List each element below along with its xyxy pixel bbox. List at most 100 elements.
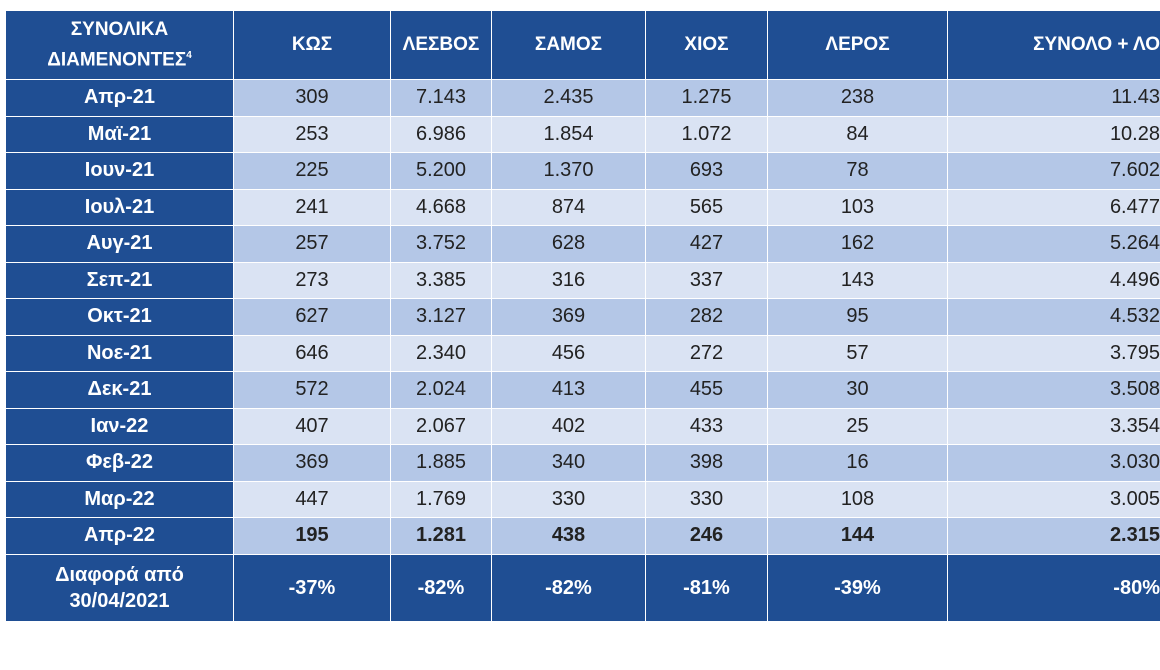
- row-label: Μαρ-22: [5, 480, 234, 518]
- table-body: Απρ-21 309 7.143 2.435 1.275 238 11.43 Μαϊ-21 25…: [5, 79, 1160, 555]
- data-cell: 5.264: [947, 225, 1160, 263]
- data-cell: 2.435: [491, 79, 646, 117]
- data-row: Νοε-21 646 2.340 456 272 57 3.795: [5, 334, 1160, 372]
- footer-cell: -80%: [947, 553, 1160, 622]
- data-row: Ιαν-22 407 2.067 402 433 25 3.354: [5, 407, 1160, 445]
- data-cell: 3.005: [947, 480, 1160, 518]
- header-row: ΣΥΝΟΛΙΚΑ ΔΙΑΜΕΝΟΝΤΕΣ4 ΚΩΣ ΛΕΣΒΟΣ ΣΑΜΟΣ ΧΙΟΣ Λ…: [5, 10, 1160, 80]
- data-cell: 572: [233, 371, 391, 409]
- data-cell: 6.477: [947, 188, 1160, 226]
- data-row: Μαρ-22 447 1.769 330 330 108 3.005: [5, 480, 1160, 518]
- data-cell: 3.127: [390, 298, 492, 336]
- table-footer: Διαφορά από 30/04/2021 -37% -82% -82% -81% -3…: [5, 553, 1160, 622]
- data-cell: 693: [645, 152, 768, 190]
- data-row: Σεπ-21 273 3.385 316 337 143 4.496: [5, 261, 1160, 299]
- data-cell: 1.885: [390, 444, 492, 482]
- footer-row: Διαφορά από 30/04/2021 -37% -82% -82% -81% -3…: [5, 553, 1160, 622]
- data-cell: 3.795: [947, 334, 1160, 372]
- data-row: Ιουν-21 225 5.200 1.370 693 78 7.602: [5, 152, 1160, 190]
- table: ΣΥΝΟΛΙΚΑ ΔΙΑΜΕΝΟΝΤΕΣ4 ΚΩΣ ΛΕΣΒΟΣ ΣΑΜΟΣ ΧΙΟΣ Λ…: [5, 10, 1160, 622]
- header-text: ΧΙΟΣ: [684, 34, 729, 55]
- row-label: Απρ-21: [5, 79, 234, 117]
- data-cell: 398: [645, 444, 768, 482]
- data-cell: 1.370: [491, 152, 646, 190]
- data-cell: 433: [645, 407, 768, 445]
- data-cell: 337: [645, 261, 768, 299]
- data-cell: 330: [645, 480, 768, 518]
- data-cell: 1.072: [645, 115, 768, 153]
- data-cell: 143: [767, 261, 948, 299]
- data-cell: 3.030: [947, 444, 1160, 482]
- data-cell: 427: [645, 225, 768, 263]
- data-row: Φεβ-22 369 1.885 340 398 16 3.030: [5, 444, 1160, 482]
- data-cell: 627: [233, 298, 391, 336]
- data-cell: 438: [491, 517, 646, 555]
- data-cell: 4.496: [947, 261, 1160, 299]
- data-cell: 7.602: [947, 152, 1160, 190]
- data-cell: 195: [233, 517, 391, 555]
- data-cell: 238: [767, 79, 948, 117]
- data-cell: 3.354: [947, 407, 1160, 445]
- data-row: Δεκ-21 572 2.024 413 455 30 3.508: [5, 371, 1160, 409]
- row-label: Ιουν-21: [5, 152, 234, 190]
- data-cell: 16: [767, 444, 948, 482]
- row-label: Ιαν-22: [5, 407, 234, 445]
- footnote-marker: 4: [186, 49, 192, 61]
- footer-cell: -37%: [233, 553, 391, 622]
- header-cell: ΛΕΣΒΟΣ: [390, 10, 492, 80]
- data-cell: 646: [233, 334, 391, 372]
- data-cell: 6.986: [390, 115, 492, 153]
- data-cell: 3.752: [390, 225, 492, 263]
- data-cell: 253: [233, 115, 391, 153]
- row-label: Απρ-22: [5, 517, 234, 555]
- data-cell: 1.281: [390, 517, 492, 555]
- data-cell: 108: [767, 480, 948, 518]
- data-cell: 246: [645, 517, 768, 555]
- data-cell: 4.532: [947, 298, 1160, 336]
- header-text: ΣΑΜΟΣ: [534, 34, 603, 55]
- row-label: Σεπ-21: [5, 261, 234, 299]
- data-cell: 447: [233, 480, 391, 518]
- data-cell: 402: [491, 407, 646, 445]
- data-row: Οκτ-21 627 3.127 369 282 95 4.532: [5, 298, 1160, 336]
- data-cell: 95: [767, 298, 948, 336]
- data-cell: 874: [491, 188, 646, 226]
- data-cell: 282: [645, 298, 768, 336]
- data-cell: 25: [767, 407, 948, 445]
- data-row: Μαϊ-21 253 6.986 1.854 1.072 84 10.28: [5, 115, 1160, 153]
- data-cell: 7.143: [390, 79, 492, 117]
- footer-cell: -39%: [767, 553, 948, 622]
- data-row: Αυγ-21 257 3.752 628 427 162 5.264: [5, 225, 1160, 263]
- data-cell: 2.024: [390, 371, 492, 409]
- data-cell: 2.067: [390, 407, 492, 445]
- data-cell: 1.769: [390, 480, 492, 518]
- data-cell: 11.43: [947, 79, 1160, 117]
- data-cell: 241: [233, 188, 391, 226]
- data-cell: 225: [233, 152, 391, 190]
- data-row: Απρ-21 309 7.143 2.435 1.275 238 11.43: [5, 79, 1160, 117]
- data-cell: 413: [491, 371, 646, 409]
- data-cell: 5.200: [390, 152, 492, 190]
- data-cell: 330: [491, 480, 646, 518]
- data-cell: 3.385: [390, 261, 492, 299]
- footer-cell: -82%: [390, 553, 492, 622]
- data-cell: 1.275: [645, 79, 768, 117]
- footer-cell: -81%: [645, 553, 768, 622]
- data-cell: 10.28: [947, 115, 1160, 153]
- data-cell: 565: [645, 188, 768, 226]
- data-cell: 309: [233, 79, 391, 117]
- data-cell: 273: [233, 261, 391, 299]
- footer-cell: -82%: [491, 553, 646, 622]
- data-cell: 84: [767, 115, 948, 153]
- row-label: Ιουλ-21: [5, 188, 234, 226]
- header-text: ΛΕΡΟΣ: [825, 34, 890, 55]
- row-label: Αυγ-21: [5, 225, 234, 263]
- table-container: ΣΥΝΟΛΙΚΑ ΔΙΑΜΕΝΟΝΤΕΣ4 ΚΩΣ ΛΕΣΒΟΣ ΣΑΜΟΣ ΧΙΟΣ Λ…: [5, 10, 1160, 622]
- data-cell: 628: [491, 225, 646, 263]
- data-cell: 455: [645, 371, 768, 409]
- data-cell: 407: [233, 407, 391, 445]
- data-cell: 30: [767, 371, 948, 409]
- row-label: Μαϊ-21: [5, 115, 234, 153]
- header-cell: ΣΑΜΟΣ: [491, 10, 646, 80]
- data-cell: 162: [767, 225, 948, 263]
